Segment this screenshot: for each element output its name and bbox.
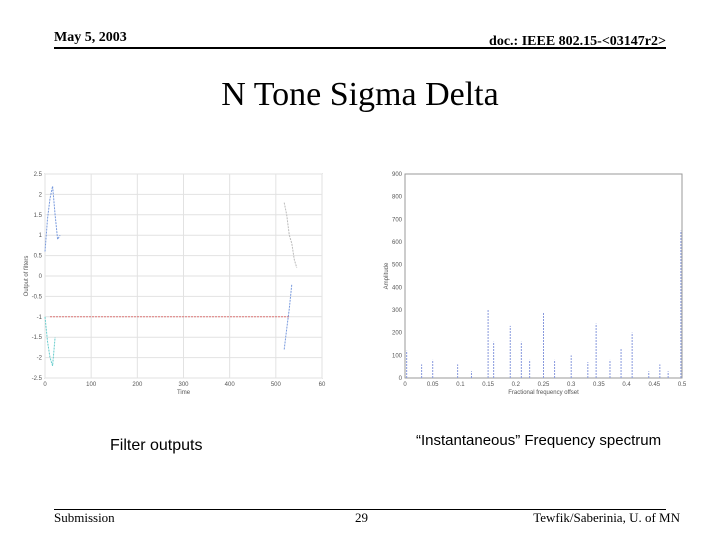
x-tick-label: 0 [43,382,47,388]
y-tick-label: 900 [392,172,403,178]
y-tick-label: -1 [37,315,43,321]
y-tick-label: 2.5 [34,172,43,178]
y-tick-label: -0.5 [32,294,43,300]
header-rule [54,47,666,49]
x-tick-label: 0.3 [567,382,576,388]
y-tick-label: 200 [392,331,403,337]
x-tick-label: 0.1 [456,382,465,388]
y-tick-label: 100 [392,353,403,359]
y-tick-label: 500 [392,263,403,269]
x-tick-label: 0.2 [512,382,521,388]
x-tick-label: 200 [132,382,143,388]
y-tick-label: 1.5 [34,213,43,219]
y-tick-label: 400 [392,285,403,291]
y-tick-label: 300 [392,308,403,314]
x-tick-label: 0.05 [427,382,439,388]
x-tick-label: 0.45 [648,382,660,388]
y-tick-label: 0 [399,376,403,382]
y-tick-label: 800 [392,195,403,201]
y-tick-label: -1.5 [32,335,43,341]
x-tick-label: 0.35 [593,382,605,388]
series-line [283,284,293,350]
footer-submission: Submission [54,510,115,525]
x-tick-label: 500 [271,382,282,388]
y-tick-label: -2 [37,356,43,362]
y-axis-label: Amplitude [384,262,390,289]
y-axis-label: Output of filters [24,256,30,297]
y-tick-label: 600 [392,240,403,246]
filter-outputs-chart: 0 100 200 300 400 500 60 2.5 2 1.5 1 0.5 0 -0.5 -1 -1.5… [24,172,326,396]
x-tick-label: 0.4 [622,382,631,388]
frequency-spectrum-chart: 0 0.05 0.1 0.15 0.2 0.25 0.3 0.35 0.4 0.45 0.5 900 8… [384,172,687,396]
x-axis-label: Time [177,390,191,396]
y-tick-label: 0 [39,274,43,280]
x-tick-label: 400 [225,382,236,388]
x-tick-label: 100 [86,382,97,388]
slide-title: N Tone Sigma Delta [221,76,499,113]
y-tick-label: -2.5 [32,376,43,382]
series-line [44,316,56,366]
y-tick-label: 1 [39,233,43,239]
caption-frequency-spectrum: “Instantaneous” Frequency spectrum [416,432,662,449]
y-tick-label: 700 [392,217,403,223]
series-line [283,202,298,268]
x-tick-label: 0 [403,382,407,388]
caption-filter-outputs: Filter outputs [110,437,203,454]
footer-authors: Tewfik/Saberinia, U. of MN [533,510,680,525]
footer-page-number: 29 [355,510,368,525]
y-tick-label: 2 [39,192,43,198]
footer-rule [54,509,666,510]
y-tick-label: 0.5 [34,254,43,260]
x-tick-label: 0.25 [538,382,550,388]
x-tick-label: 0.15 [482,382,494,388]
header-doc-id: doc.: IEEE 802.15-<03147r2> [489,34,666,49]
header-date: May 5, 2003 [54,30,127,45]
x-axis-label: Fractional frequency offset [508,390,579,396]
x-tick-label: 60 [319,382,326,388]
x-tick-label: 0.5 [678,382,687,388]
x-tick-label: 300 [178,382,189,388]
